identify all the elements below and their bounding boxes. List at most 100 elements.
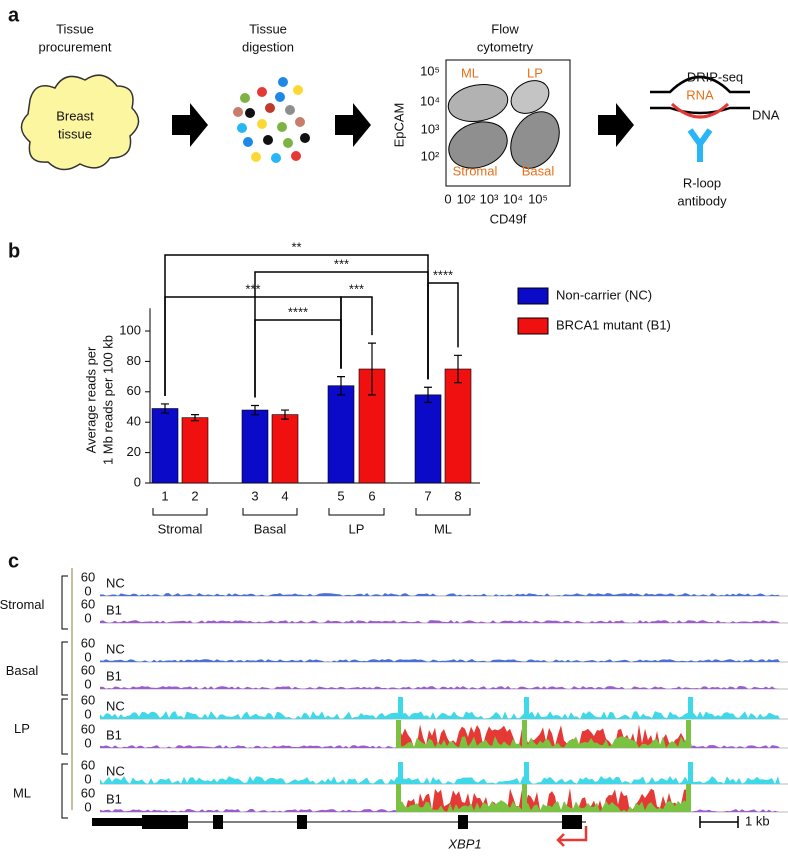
coverage-track (100, 686, 780, 689)
legend-swatch (517, 287, 549, 305)
population-label: LP (527, 65, 543, 80)
group-bracket (328, 508, 385, 516)
significance-bracket (340, 296, 373, 369)
gene-name: XBP1 (447, 836, 481, 851)
sample-label: NC (106, 641, 125, 656)
y-axis-label: Average reads per (83, 346, 98, 453)
group-name: ML (13, 785, 31, 800)
group-bracket (61, 763, 68, 819)
peak (524, 697, 529, 719)
group-bracket (61, 575, 68, 630)
flow-y-label: EpCAM (391, 103, 406, 148)
scale-max: 60 (81, 662, 95, 677)
antibody-label: antibody (677, 193, 727, 208)
rna-label: RNA (686, 87, 714, 102)
peak (396, 720, 401, 748)
bar-number: 5 (337, 488, 344, 503)
y-tick-label: 100 (119, 322, 141, 337)
tissue-cloud (20, 74, 140, 171)
significance-label: *** (349, 281, 364, 296)
population-label: Basal (522, 163, 555, 178)
y-tick-label: 20 (127, 444, 141, 459)
flow-y-tick: 10³ (421, 121, 440, 136)
flow-x-label: CD49f (490, 211, 527, 226)
group-label: ML (434, 521, 452, 536)
tissue-label: tissue (58, 126, 92, 141)
sample-label: B1 (106, 791, 122, 806)
group-name: Stromal (0, 597, 45, 612)
peak (686, 784, 691, 812)
bar-number: 1 (161, 488, 168, 503)
error-bar (424, 386, 432, 404)
group-name: LP (14, 721, 30, 736)
legend-label: BRCA1 mutant (B1) (556, 317, 671, 332)
coverage-track (396, 736, 692, 748)
population-label: Stromal (453, 163, 498, 178)
scale-max: 60 (81, 721, 95, 736)
flow-y-tick: 10⁴ (420, 93, 440, 108)
legend-label: Non-carrier (NC) (556, 287, 652, 302)
scale-bar-label: 1 kb (745, 813, 770, 828)
antibody-label: R-loop (683, 175, 721, 190)
significance-bracket (254, 319, 342, 398)
bar-number: 4 (281, 488, 288, 503)
scale-min: 0 (84, 799, 91, 814)
step-title: Tissue (249, 21, 287, 36)
flow-x-tick: 10³ (480, 191, 499, 206)
significance-bracket (164, 296, 342, 396)
step-title: Tissue (56, 21, 94, 36)
peak (398, 762, 403, 784)
bar (271, 414, 299, 484)
dna-label: DNA (752, 107, 780, 122)
panel-label: c (8, 550, 19, 572)
group-bracket (61, 698, 68, 755)
scale-max: 60 (81, 785, 95, 800)
step-title: digestion (242, 39, 294, 54)
scale-min: 0 (84, 610, 91, 625)
flow-x-tick: 10⁵ (528, 191, 548, 206)
scale-min: 0 (84, 583, 91, 598)
scale-max: 60 (81, 635, 95, 650)
flow-x-tick: 0 (444, 191, 451, 206)
scale-min: 0 (84, 706, 91, 721)
coverage-track (100, 776, 780, 784)
y-tick-label: 0 (134, 474, 141, 489)
population-label: ML (461, 65, 479, 80)
group-bracket (242, 508, 298, 516)
cells (233, 77, 310, 163)
step-title: cytometry (477, 39, 534, 54)
error-bar (191, 414, 199, 422)
bar (327, 385, 355, 484)
y-axis-label: 1 Mb reads per 100 kb (100, 335, 115, 465)
significance-label: *** (245, 281, 260, 296)
bar-number: 7 (424, 488, 431, 503)
tissue-label: Breast (56, 108, 94, 123)
bar (241, 409, 269, 484)
panel-label: a (8, 4, 20, 26)
group-name: Basal (6, 663, 39, 678)
sample-label: NC (106, 698, 125, 713)
significance-bracket (164, 254, 429, 396)
coverage-track (100, 711, 780, 719)
peak (398, 697, 403, 719)
error-bar (368, 342, 376, 396)
error-bar (251, 404, 259, 416)
significance-bracket (427, 282, 459, 380)
coverage-track (100, 659, 780, 662)
scale-max: 60 (81, 692, 95, 707)
scale-max: 60 (81, 569, 95, 584)
peak (522, 784, 527, 812)
peak (396, 784, 401, 812)
peak (524, 762, 529, 784)
sample-label: B1 (106, 668, 122, 683)
error-bar (281, 409, 289, 420)
significance-label: **** (433, 267, 453, 282)
sample-label: NC (106, 763, 125, 778)
group-label: Basal (254, 521, 287, 536)
step-title: DRIP-seq (687, 69, 743, 84)
drip-diagram (650, 75, 750, 162)
flow-plot (445, 59, 571, 187)
significance-label: ** (291, 239, 301, 254)
bar-number: 8 (454, 488, 461, 503)
